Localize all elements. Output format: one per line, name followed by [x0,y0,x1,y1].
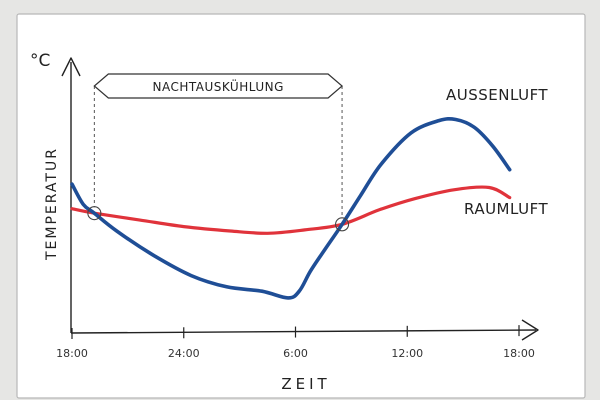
crossing-markers [87,206,350,232]
series-label-aussenluft: AUSSENLUFT [446,86,548,104]
y-axis-label: TEMPERATUR [44,147,60,261]
crossing-marker [87,206,102,221]
x-tick-label: 18:00 [503,347,535,360]
x-axis [70,329,537,334]
x-tick-label: 18:00 [56,347,88,360]
x-tick-label: 6:00 [283,347,308,360]
crossing-marker [335,217,350,232]
chart-frame [16,13,586,399]
series-line-aussenluft [70,116,512,300]
series-line-raumluft [70,185,512,235]
annotation-label: NACHTAUSKÜHLUNG [153,78,284,94]
night-cooling-annotation: NACHTAUSKÜHLUNG [93,73,343,219]
x-ticks: 18:00 24:00 6:00 12:00 18:00 [56,325,535,360]
series-label-raumluft: RAUMLUFT [464,200,548,218]
unit-label: °C [30,51,50,71]
annotation-box [93,73,343,99]
x-axis-arrow [521,319,539,341]
x-tick-label: 24:00 [168,347,200,360]
x-axis-label: ZEIT [281,375,330,393]
x-tick-label: 12:00 [391,347,423,360]
y-axis-arrow [61,57,81,77]
